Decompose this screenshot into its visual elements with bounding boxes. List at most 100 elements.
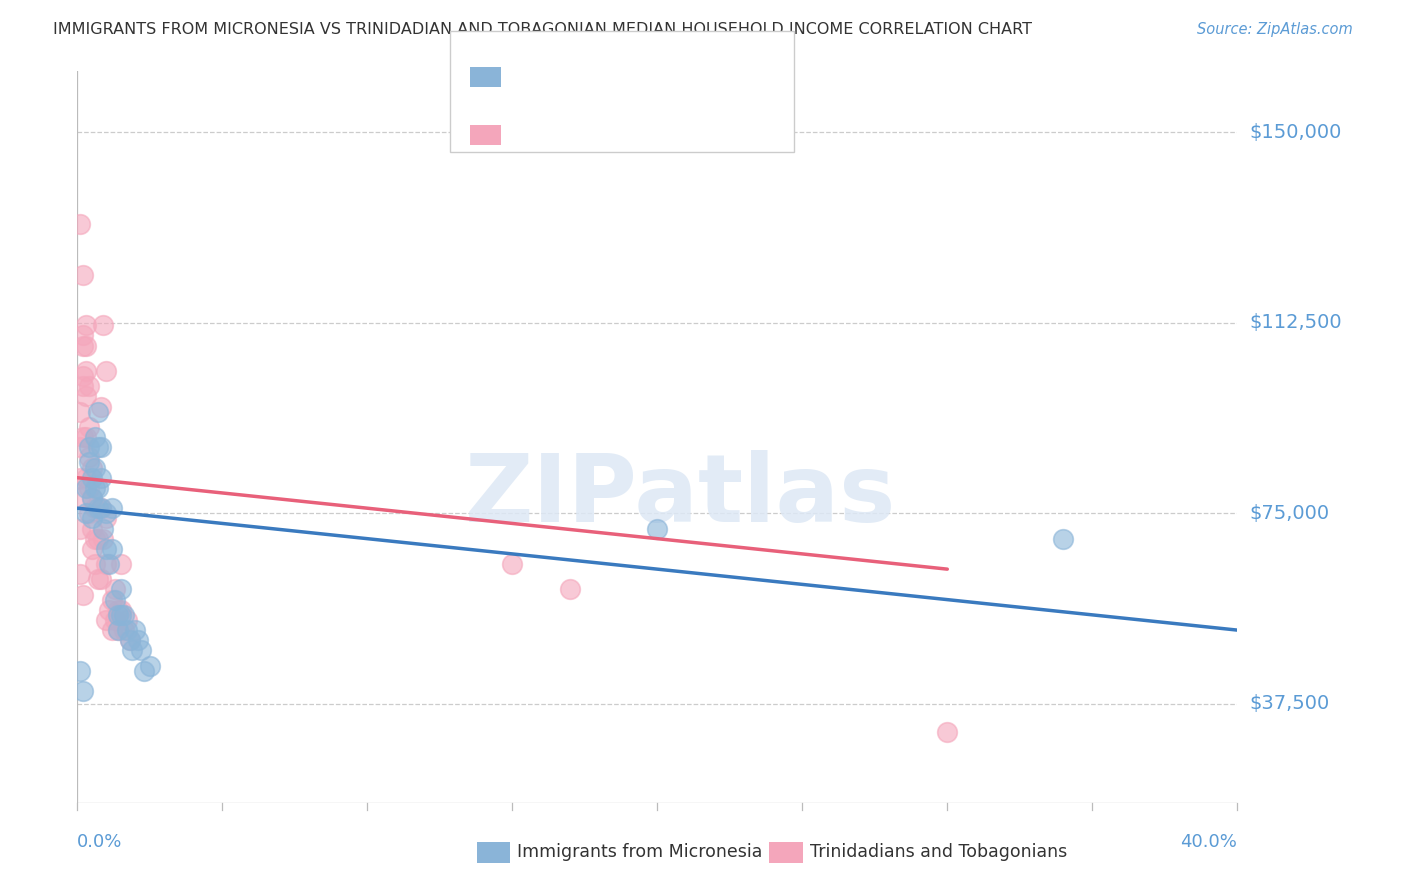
Point [121,643,143,657]
Point [80,491,103,505]
Point [101,541,124,556]
Point [80,460,103,475]
Point [1052,532,1074,546]
Point [75,338,97,352]
Point [93,521,115,535]
Text: -0.242: -0.242 [553,121,617,139]
Point [77,379,100,393]
Point [110,557,132,571]
Point [83,501,105,516]
Point [101,623,124,637]
Point [101,501,124,516]
Point [75,389,97,403]
Point [75,471,97,485]
Text: Source: ZipAtlas.com: Source: ZipAtlas.com [1197,22,1353,37]
Point [86,440,108,454]
Point [86,572,108,586]
Point [72,268,94,282]
Text: 57: 57 [672,121,697,139]
Text: $75,000: $75,000 [1249,504,1329,523]
Point [647,521,669,535]
Point [96,557,118,571]
Point [72,379,94,393]
Text: 40.0%: 40.0% [1181,833,1237,851]
Text: N =: N = [623,121,675,139]
Point [560,582,582,597]
Point [69,521,91,535]
Point [72,684,94,698]
Point [80,471,103,485]
Point [69,405,91,419]
Point [98,557,121,571]
Point [86,481,108,495]
Point [72,369,94,384]
Point [107,603,129,617]
Point [112,623,135,637]
Point [83,430,105,444]
Point [90,501,111,516]
Point [90,501,111,516]
Point [69,471,91,485]
Point [112,607,135,622]
Point [69,217,91,231]
Text: 0.0%: 0.0% [77,833,122,851]
Point [115,623,138,637]
Point [77,420,100,434]
Point [110,603,132,617]
Point [132,664,155,678]
Point [107,623,129,637]
Point [77,481,100,495]
Point [86,405,108,419]
Point [124,623,146,637]
Text: Immigrants from Micronesia: Immigrants from Micronesia [517,843,763,861]
Point [69,567,91,582]
Point [96,613,118,627]
Point [75,506,97,520]
Point [80,491,103,505]
Text: IMMIGRANTS FROM MICRONESIA VS TRINIDADIAN AND TOBAGONIAN MEDIAN HOUSEHOLD INCOME: IMMIGRANTS FROM MICRONESIA VS TRINIDADIA… [53,22,1032,37]
Point [83,532,105,546]
Point [72,338,94,352]
Point [69,491,91,505]
Point [110,607,132,622]
Point [96,511,118,525]
Point [77,440,100,454]
Point [77,450,100,465]
Point [86,532,108,546]
Point [104,582,127,597]
Text: R =: R = [510,121,550,139]
Text: Trinidadians and Tobagonians: Trinidadians and Tobagonians [810,843,1067,861]
Text: ZIPatlas: ZIPatlas [465,450,896,541]
Point [501,557,523,571]
Point [90,400,111,414]
Point [75,364,97,378]
Point [80,511,103,525]
Point [96,506,118,520]
Point [107,607,129,622]
Text: -0.186: -0.186 [553,63,617,81]
Point [80,521,103,535]
Point [96,541,118,556]
Point [139,658,162,673]
Point [127,633,149,648]
Point [98,603,121,617]
Point [118,633,141,648]
Point [83,557,105,571]
Point [90,471,111,485]
Point [90,572,111,586]
Point [75,318,97,333]
Point [83,460,105,475]
Text: $37,500: $37,500 [1249,694,1329,714]
Point [72,328,94,343]
Point [80,541,103,556]
Point [104,613,127,627]
Text: Median Household Income: Median Household Income [0,327,6,547]
Text: $112,500: $112,500 [1249,313,1341,333]
Point [936,724,959,739]
Point [77,455,100,469]
Point [69,440,91,454]
Point [69,664,91,678]
Text: R =: R = [510,63,550,81]
Point [107,623,129,637]
Point [75,481,97,495]
